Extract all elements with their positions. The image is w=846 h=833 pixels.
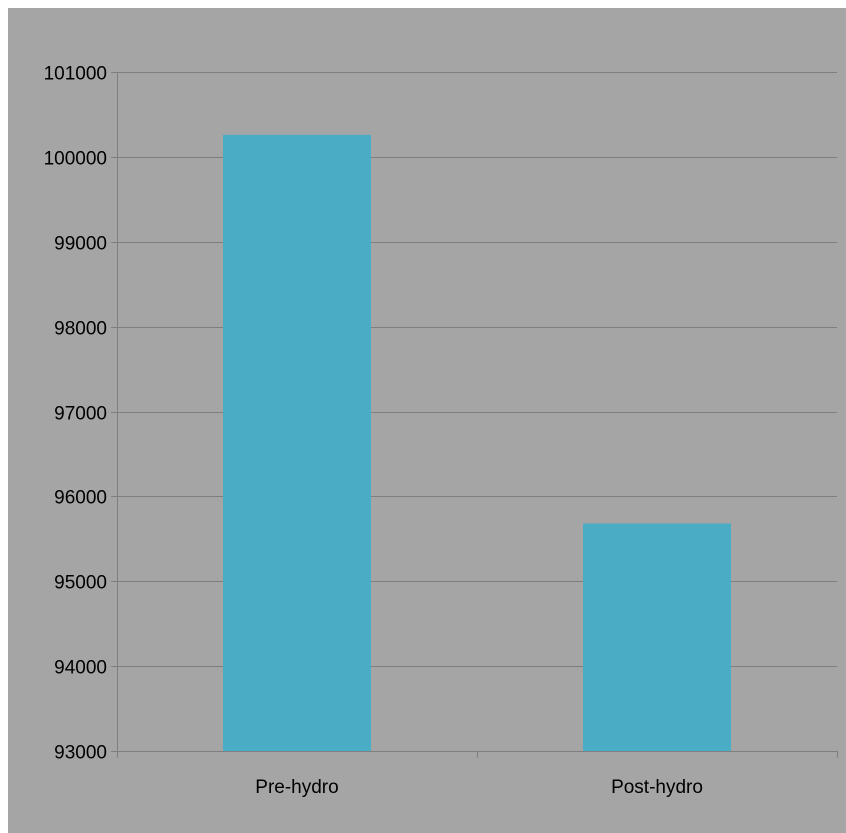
y-tick-label: 97000 xyxy=(54,404,107,425)
bar xyxy=(223,134,371,751)
y-tick-label: 98000 xyxy=(54,319,107,340)
bar xyxy=(583,523,731,751)
y-tick-labels: 93000 94000 95000 96000 97000 98000 99000 10000… xyxy=(44,64,107,764)
y-tick-label: 96000 xyxy=(54,488,107,509)
y-tick-label: 99000 xyxy=(54,234,107,255)
x-tick-labels: Pre-hydro Post-hydro xyxy=(255,777,703,798)
bar-chart: 93000 94000 95000 96000 97000 98000 99000 10000… xyxy=(44,64,838,798)
y-tick-label: 100000 xyxy=(44,149,107,170)
y-tick-label: 94000 xyxy=(54,658,107,679)
chart-area: 93000 94000 95000 96000 97000 98000 99000 10000… xyxy=(8,8,846,833)
bars xyxy=(223,134,731,751)
y-tick-label: 95000 xyxy=(54,573,107,594)
axes xyxy=(111,72,838,758)
x-tick-label: Pre-hydro xyxy=(255,777,338,798)
y-tick-label: 93000 xyxy=(54,743,107,764)
x-tick-label: Post-hydro xyxy=(611,777,703,798)
y-tick-label: 101000 xyxy=(44,64,107,85)
